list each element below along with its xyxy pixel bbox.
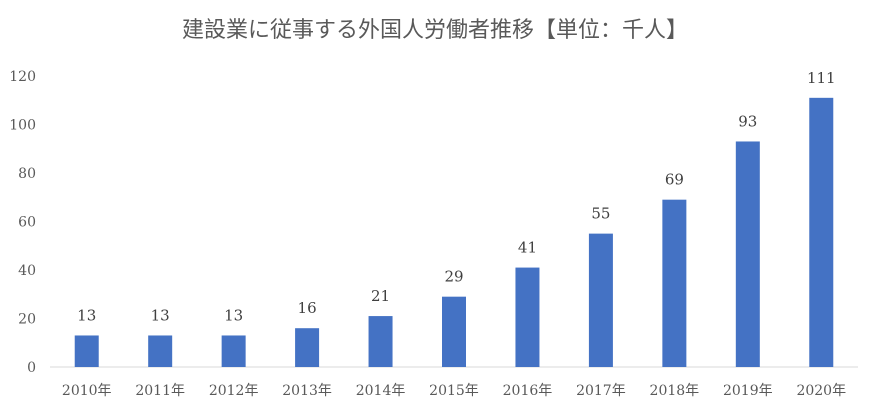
y-axis-tick-labels: 0 20 40 60 80 100 120 — [9, 69, 36, 376]
x-tick-label: 2010年 — [62, 383, 112, 399]
x-axis-tick-labels: 2010年 2011年 2012年 2013年 2014年 2015年 2016年 2017年… — [62, 383, 846, 399]
x-tick-label: 2014年 — [356, 383, 406, 399]
y-tick-label: 60 — [18, 215, 36, 231]
data-label: 13 — [151, 306, 170, 324]
data-label: 21 — [371, 287, 390, 305]
bar — [368, 316, 393, 367]
x-tick-label: 2013年 — [282, 383, 332, 399]
data-label: 29 — [444, 268, 463, 286]
bar — [588, 233, 613, 367]
data-label: 55 — [591, 205, 610, 223]
y-tick-label: 20 — [18, 312, 36, 328]
x-tick-label: 2011年 — [135, 383, 185, 399]
x-tick-label: 2015年 — [429, 383, 479, 399]
bar — [148, 335, 173, 367]
data-label: 69 — [665, 171, 684, 189]
data-label: 41 — [518, 239, 537, 257]
y-tick-label: 80 — [18, 166, 36, 182]
bar — [295, 328, 320, 367]
bars-group — [74, 97, 834, 367]
x-tick-label: 2019年 — [723, 383, 773, 399]
bar — [515, 267, 540, 367]
chart-title: 建設業に従事する外国人労働者推移【単位：千人】 — [182, 18, 688, 43]
data-labels-group: 13 13 13 16 21 29 41 55 69 93 111 — [77, 69, 835, 325]
bar — [74, 335, 99, 367]
bar — [735, 141, 760, 367]
bar — [221, 335, 246, 367]
bar — [442, 296, 466, 367]
x-tick-label: 2016年 — [503, 383, 553, 399]
data-label: 93 — [738, 112, 757, 130]
x-tick-label: 2012年 — [209, 383, 259, 399]
y-tick-label: 100 — [9, 118, 36, 134]
data-label: 111 — [807, 69, 836, 87]
y-tick-label: 40 — [18, 263, 36, 279]
x-tick-label: 2020年 — [796, 383, 846, 399]
y-tick-label: 120 — [9, 69, 36, 85]
y-tick-label: 0 — [27, 360, 36, 376]
bar — [809, 97, 834, 367]
x-tick-label: 2018年 — [650, 383, 700, 399]
x-tick-label: 2017年 — [576, 383, 626, 399]
data-label: 13 — [77, 306, 96, 324]
data-label: 16 — [298, 299, 317, 317]
bar — [662, 199, 687, 367]
data-label: 13 — [224, 306, 243, 324]
